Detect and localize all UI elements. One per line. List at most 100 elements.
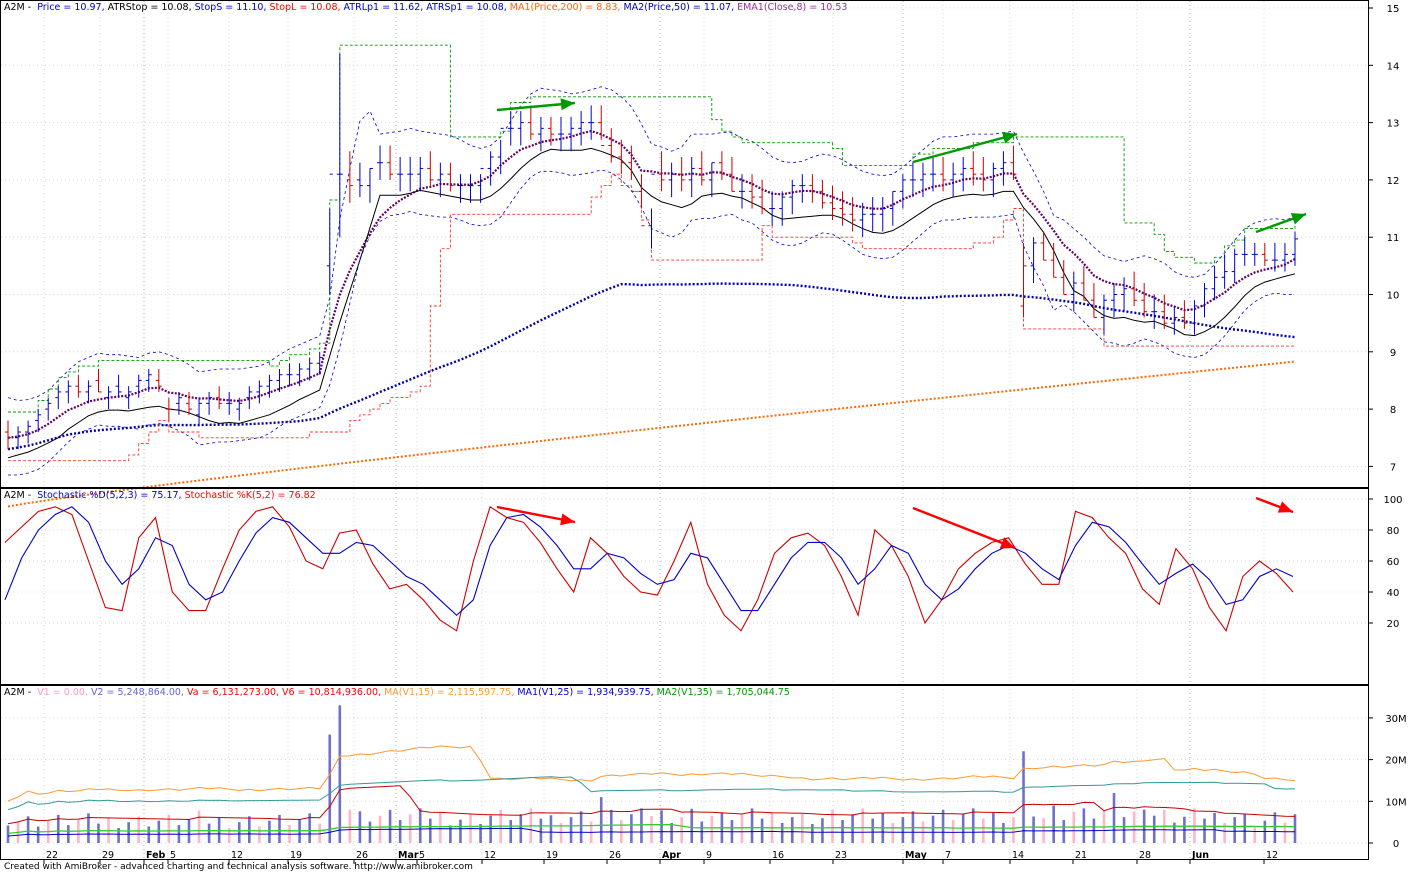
price-bar <box>356 162 363 198</box>
price-bar <box>65 380 72 404</box>
price-bar <box>507 111 514 146</box>
x-tick-label: 26 <box>609 850 621 861</box>
volume-bar <box>87 813 90 843</box>
volume-header-item: MA2(V1,35) = 1,705,044.75 <box>656 687 790 698</box>
volume-panel-header: A2M - V1 = 0.00, V2 = 5,248,864.00, Va = 6… <box>4 687 793 699</box>
stop-short-line <box>8 44 1296 413</box>
downtrend-arrow <box>1255 496 1294 514</box>
price-bar <box>930 156 937 192</box>
price-bar <box>336 53 343 238</box>
price-bar <box>517 111 524 146</box>
volume-bar <box>278 814 281 843</box>
x-tick-label: 14 <box>1012 850 1024 861</box>
volume-panel-frame <box>0 685 1369 860</box>
volume-bar <box>439 812 442 843</box>
volume-bar <box>207 823 211 843</box>
uptrend-arrow-shaft <box>912 132 1018 164</box>
stoch-y-tick-label: 40 <box>1387 588 1400 599</box>
volume-bar <box>941 809 945 843</box>
volume-bar <box>1032 816 1035 843</box>
price-bar <box>558 116 565 152</box>
volume-bar <box>1223 822 1226 843</box>
x-tick-label: May <box>905 850 928 861</box>
price-bar <box>1060 260 1067 295</box>
price-bar <box>648 173 655 249</box>
volume-bar <box>760 818 764 843</box>
price-bar <box>346 151 353 203</box>
price-bar <box>879 197 886 232</box>
ma200-line <box>7 360 1296 508</box>
volume-ma1-line <box>7 827 1296 837</box>
volume-bar <box>700 821 704 843</box>
price-bar <box>839 191 846 226</box>
volume-bar <box>237 822 241 843</box>
price-bar <box>1030 237 1037 284</box>
volume-bar <box>951 820 955 843</box>
footer-credit: Created with AmiBroker - advanced charti… <box>4 862 473 872</box>
volume-y-tick-label: 20M <box>1385 756 1406 767</box>
x-tick-label: Mar <box>398 850 419 861</box>
atr-upper-band <box>7 86 1296 401</box>
price-bar <box>738 174 745 209</box>
volume-bar <box>841 820 844 843</box>
price-bar <box>85 380 92 404</box>
volume-bar <box>1213 812 1216 843</box>
price-bar <box>276 368 283 392</box>
volume-bar <box>1293 814 1297 843</box>
volume-bar <box>248 816 251 843</box>
volume-bar <box>1173 822 1176 843</box>
stoch-header-item: Stochastic %D(5,2,3) = 75.17, <box>37 490 182 501</box>
price-bar <box>1151 294 1158 329</box>
volume-bar <box>901 817 905 843</box>
uptrend-arrow <box>496 98 576 112</box>
price-y-tick-label: 14 <box>1387 61 1400 72</box>
price-header-item: ATRLp1 = 11.62, <box>343 2 424 13</box>
price-bar <box>940 156 947 192</box>
price-bar <box>206 391 213 415</box>
uptrend-arrow-head <box>1001 131 1017 144</box>
volume-bar <box>579 811 583 843</box>
price-bar <box>1121 277 1128 312</box>
x-tick-label: 19 <box>290 850 302 861</box>
volume-bar <box>780 822 784 843</box>
price-bar <box>266 374 273 398</box>
price-bar <box>417 156 424 192</box>
volume-bar <box>831 809 834 843</box>
volume-bar <box>489 815 492 843</box>
price-bar <box>618 139 625 175</box>
volume-bar <box>640 808 643 843</box>
volume-bar <box>268 820 271 843</box>
volume-y-tick-label: 0 <box>1393 839 1399 850</box>
volume-bar <box>1052 805 1055 843</box>
downtrend-arrow-head <box>1277 501 1293 513</box>
price-bar <box>437 162 444 198</box>
x-tick-label: 12 <box>231 850 243 861</box>
volume-bar <box>931 815 935 843</box>
stochastic-lines <box>4 505 1294 633</box>
price-bar <box>236 397 243 421</box>
volume-bar <box>1112 792 1116 843</box>
price-bar <box>1090 283 1097 318</box>
price-bar <box>759 179 766 215</box>
price-bar <box>950 162 957 198</box>
price-bar <box>799 174 806 203</box>
downtrend-arrow <box>496 505 576 526</box>
volume-header-item: A2M - <box>4 687 35 698</box>
volume-bar <box>428 818 432 843</box>
x-tick-label: 21 <box>1075 850 1087 861</box>
price-bar <box>135 374 142 398</box>
x-tick-label: 5 <box>170 850 176 861</box>
uptrend-arrow <box>1255 212 1307 234</box>
price-header-item: A2M - <box>4 2 35 13</box>
price-bar <box>1251 242 1258 266</box>
volume-bar <box>559 822 563 843</box>
volume-bar <box>509 820 513 843</box>
price-bar <box>105 386 112 410</box>
volume-bar <box>308 813 311 843</box>
price-bar <box>1231 248 1238 284</box>
price-bar <box>1070 271 1077 312</box>
price-y-tick-label: 9 <box>1390 348 1396 359</box>
price-bar <box>447 162 454 192</box>
x-tick-label: 12 <box>1266 850 1278 861</box>
